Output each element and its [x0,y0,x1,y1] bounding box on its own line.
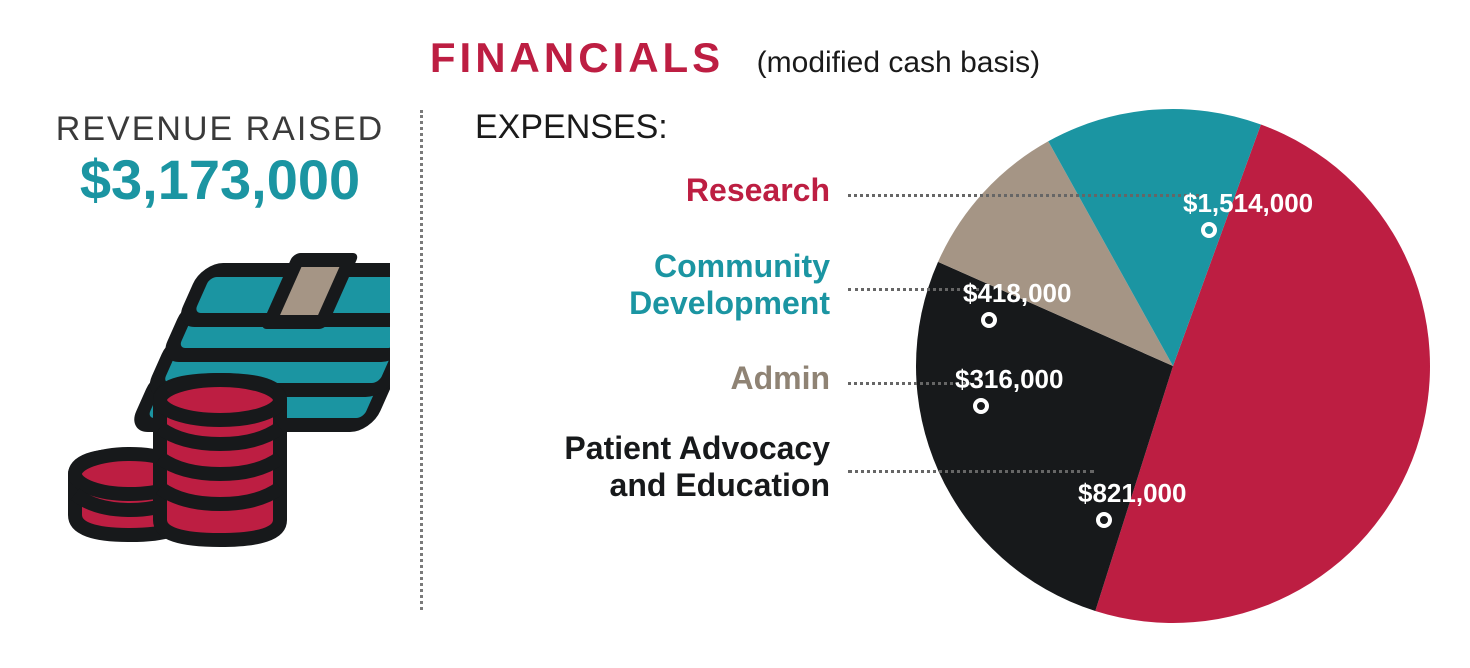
expense-legend-patient: Patient Advocacyand Education [460,430,830,504]
pie-value-label-patient: $821,000 [1078,478,1186,509]
pie-label-marker-research [1201,222,1217,238]
leader-line-admin [848,382,971,385]
leader-line-patient [848,470,1094,473]
pie-label-marker-community [981,312,997,328]
leader-line-research [848,194,1199,197]
pie-label-marker-admin [973,398,989,414]
pie-value-label-research: $1,514,000 [1183,188,1313,219]
expense-legend-community: CommunityDevelopment [460,248,830,322]
leader-line-community [848,288,979,291]
pie-value-label-community: $418,000 [963,278,1071,309]
pie-label-marker-patient [1096,512,1112,528]
pie-value-label-admin: $316,000 [955,364,1063,395]
financials-infographic: FINANCIALS (modified cash basis) REVENUE… [0,0,1470,668]
expense-legend-admin: Admin [460,360,830,397]
expenses-pie-chart [0,0,1470,668]
expense-legend-research: Research [460,172,830,209]
